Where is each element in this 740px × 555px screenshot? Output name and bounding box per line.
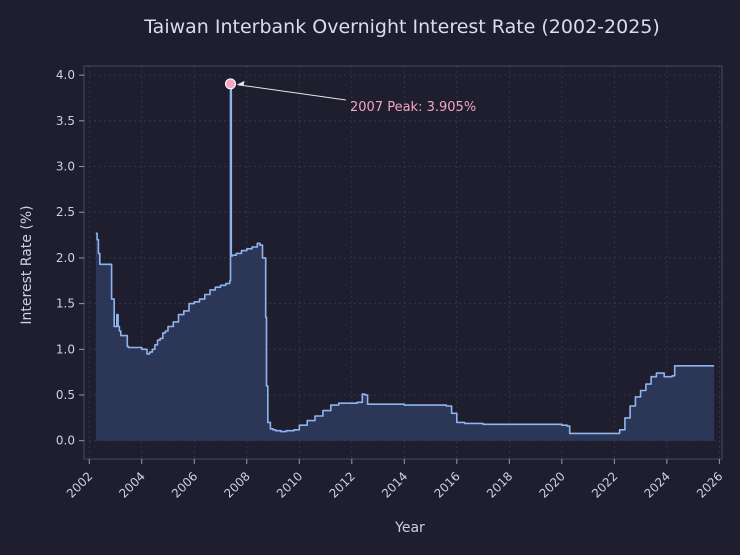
annotation-arrowhead [236,80,245,86]
y-tick-label: 3.5 [56,114,75,128]
chart-title: Taiwan Interbank Overnight Interest Rate… [143,16,660,38]
y-axis: 0.0 0.5 1.0 1.5 2.0 2.5 3.0 3.5 4.0 [56,68,84,448]
y-tick-label: 4.0 [56,68,75,82]
series-area [95,83,715,441]
annotation-arrow [238,84,347,101]
annotation-label: 2007 Peak: 3.905% [350,100,476,115]
series-layer [95,83,715,441]
y-tick-label: 1.0 [56,342,75,356]
y-tick-label: 0.5 [56,388,75,402]
y-axis-label: Interest Rate (%) [19,205,35,324]
peak-marker [225,78,237,90]
y-tick-label: 2.0 [56,251,75,265]
x-axis-label: Year [394,520,425,536]
y-tick-label: 3.0 [56,160,75,174]
annotation-layer: 2007 Peak: 3.905% [225,78,476,115]
series-line [95,83,715,435]
y-tick-label: 2.5 [56,205,75,219]
y-tick-label: 0.0 [56,434,75,448]
y-tick-label: 1.5 [56,297,75,311]
